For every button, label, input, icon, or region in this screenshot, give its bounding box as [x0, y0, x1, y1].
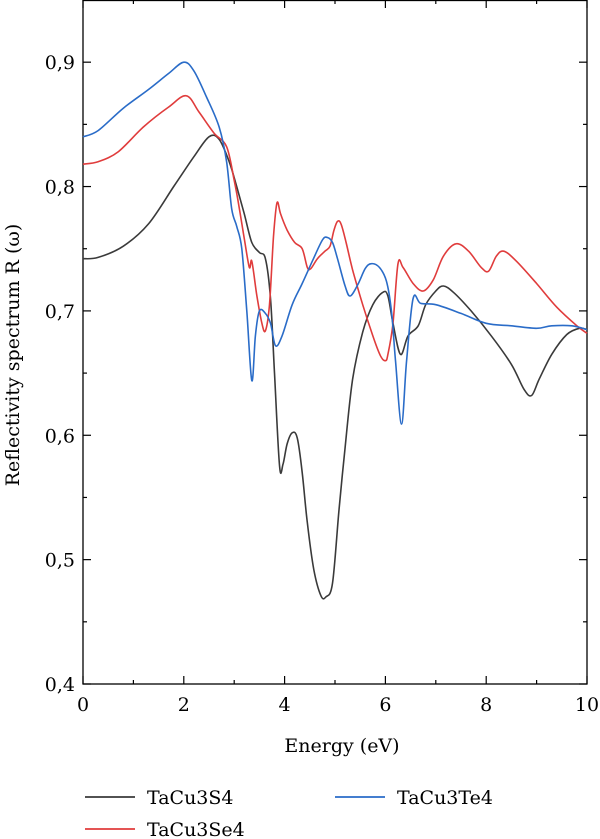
series-line-tacu3te4 [82, 61, 588, 425]
series-lines [82, 61, 588, 600]
legend: TaCu3S4 TaCu3Se4 TaCu3Te4 [85, 787, 493, 839]
series-line-tacu3s4 [82, 134, 588, 600]
legend-label-tacu3te4: TaCu3Te4 [397, 787, 493, 809]
y-tick-label: 0,6 [45, 425, 75, 447]
x-tick-label: 2 [178, 694, 190, 716]
y-tick-label: 0,5 [45, 550, 75, 572]
x-tick-label: 10 [575, 694, 599, 716]
x-tick-label: 4 [279, 694, 291, 716]
legend-label-tacu3s4: TaCu3S4 [147, 787, 234, 809]
y-axis-ticks: 0,4 0,5 0,6 0,7 0,8 0,9 [45, 52, 587, 696]
y-tick-label: 0,9 [45, 52, 75, 74]
x-axis-ticks: 0 2 4 6 8 10 [77, 0, 599, 716]
plot-border [82, 0, 588, 685]
x-tick-label: 0 [77, 694, 89, 716]
x-axis-title: Energy (eV) [284, 735, 399, 757]
plot-frame [82, 0, 588, 685]
y-tick-label: 0,4 [45, 674, 75, 696]
y-axis-title: Reflectivity spectrum R (ω) [2, 224, 24, 487]
series-line-tacu3se4 [82, 94, 588, 362]
y-tick-label: 0,8 [45, 177, 75, 199]
x-tick-label: 8 [480, 694, 492, 716]
x-tick-label: 6 [379, 694, 391, 716]
y-tick-label: 0,7 [45, 301, 75, 323]
legend-label-tacu3se4: TaCu3Se4 [147, 819, 245, 839]
